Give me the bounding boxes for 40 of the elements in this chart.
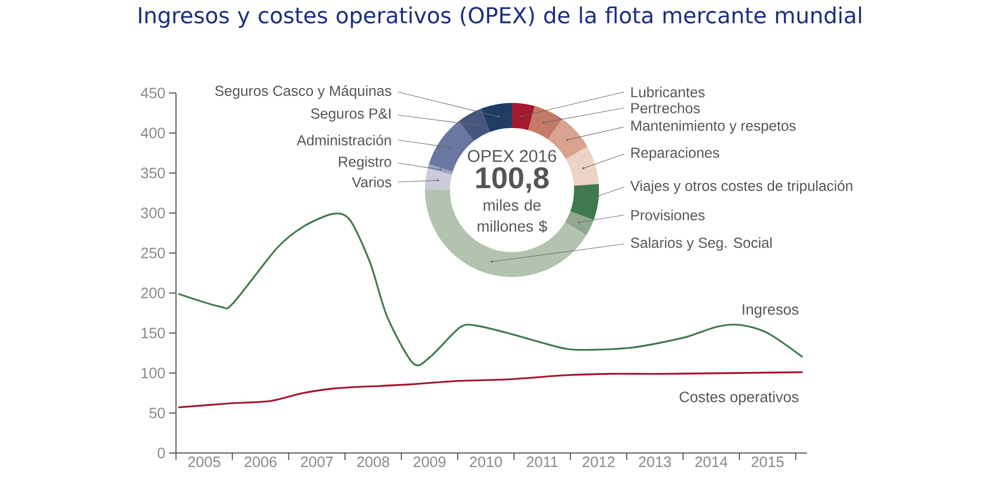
slice-label: Seguros P&I xyxy=(311,108,390,122)
text: OPEX 2016 xyxy=(468,150,556,162)
annotation: 100,8 xyxy=(476,167,549,193)
slice-label: Varios xyxy=(352,176,392,188)
slice-label: Reparaciones xyxy=(631,147,720,161)
y-tick-label: 400 xyxy=(140,128,165,138)
y-tick-label: 0 xyxy=(158,448,165,458)
slice-label: Viajes y otros costes de tripulación xyxy=(630,180,852,194)
y-tick-label: 50 xyxy=(149,408,165,418)
x-tick-label: 2006 xyxy=(244,456,277,468)
y-tick-label: 200 xyxy=(141,288,165,298)
x-tick-label: 2014 xyxy=(695,456,728,468)
slice-label: Provisiones xyxy=(631,210,705,220)
slice-label: Salarios y Seg. Social xyxy=(630,237,772,251)
x-tick-label: 2005 xyxy=(188,456,220,468)
annotation: miles de millones $ xyxy=(478,199,548,233)
series-label: Ingresos xyxy=(742,304,798,318)
x-tick-label: 2011 xyxy=(526,456,558,468)
y-tick-label: 300 xyxy=(141,208,165,218)
series-label: Costes operativos xyxy=(680,391,798,406)
y-tick-label: 150 xyxy=(142,328,165,338)
x-tick-label: 2009 xyxy=(414,456,446,468)
slice-label: Registro xyxy=(339,156,392,170)
slice-label: Seguros Casco y Máquinas xyxy=(215,85,392,99)
slice-label: Mantenimiento y respetos xyxy=(631,120,796,134)
y-tick-label: 450 xyxy=(140,88,165,98)
x-tick-label: 2007 xyxy=(300,456,333,468)
chart-title: Ingresos y costes operativos (OPEX) de la flota mercante mundial xyxy=(139,6,862,28)
y-tick-label: 100 xyxy=(142,368,165,378)
slice-label: Administración xyxy=(296,134,391,146)
y-tick-label: 250 xyxy=(141,248,165,258)
slice-label: Lubricantes xyxy=(631,86,705,98)
line-series xyxy=(177,371,804,408)
slice-label: Pertrechos xyxy=(631,102,700,114)
x-tick-label: 2008 xyxy=(357,456,390,468)
x-tick-label: 2012 xyxy=(582,456,614,468)
x-tick-label: 2015 xyxy=(752,456,784,468)
x-tick-label: 2013 xyxy=(638,456,671,468)
y-tick-label: 350 xyxy=(141,168,165,178)
x-tick-label: 2010 xyxy=(470,456,502,468)
